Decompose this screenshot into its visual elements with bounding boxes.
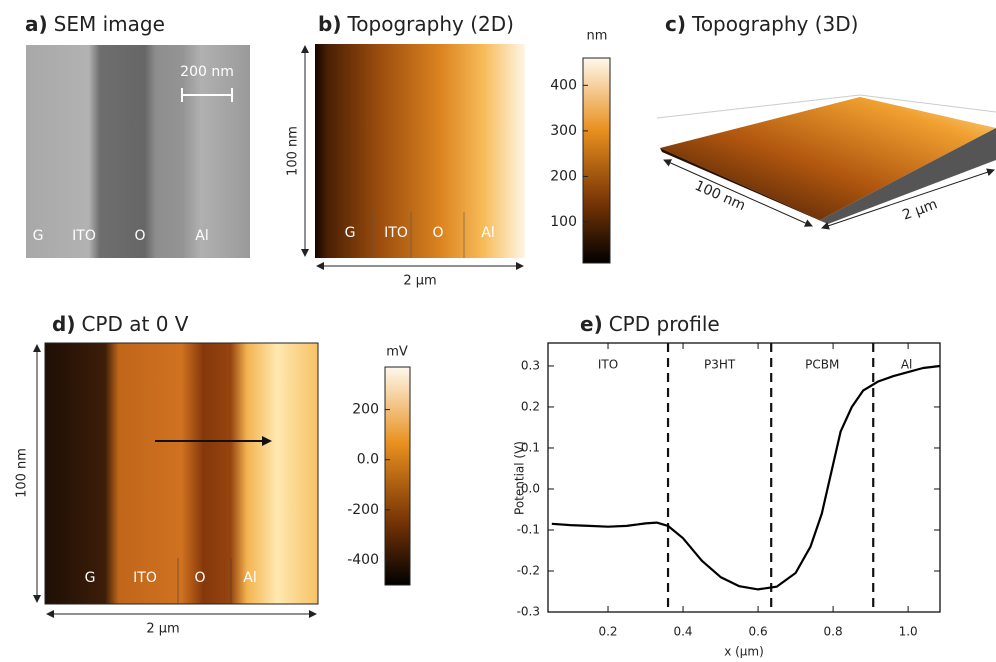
surface-3d bbox=[660, 97, 996, 220]
depth-arrow bbox=[663, 159, 813, 227]
panel-title: e) CPD profile bbox=[580, 312, 720, 336]
y-tick-label: 0.2 bbox=[521, 399, 540, 413]
topography-image bbox=[315, 44, 525, 258]
region-label: O bbox=[194, 570, 205, 586]
height-label: 100 nm bbox=[286, 126, 301, 176]
panel-letter: e) bbox=[580, 312, 603, 336]
colorbar-tick-label: -400 bbox=[347, 552, 379, 568]
region-label: G bbox=[33, 228, 44, 244]
colorbar-tick-label: 300 bbox=[550, 123, 577, 139]
sem-image bbox=[26, 45, 250, 258]
colorbar-tick-label: 200 bbox=[352, 402, 379, 418]
colorbar-tick-label: 0.0 bbox=[357, 452, 379, 468]
y-axis-label: Potential (V) bbox=[513, 441, 527, 515]
y-tick-label: -0.2 bbox=[517, 563, 540, 577]
profile-line bbox=[551, 364, 941, 591]
x-tick-label: 0.4 bbox=[673, 625, 692, 639]
y-tick-label: 0.0 bbox=[521, 481, 540, 495]
panel-title: a) SEM image bbox=[25, 12, 165, 36]
region-label: ITO bbox=[72, 228, 96, 244]
panel-title-text: Topography (3D) bbox=[691, 12, 858, 36]
width-label: 2 µm bbox=[900, 196, 939, 223]
colorbar bbox=[582, 57, 611, 264]
region-label: G bbox=[345, 225, 356, 241]
region-label: Al bbox=[901, 358, 913, 372]
y-tick-label: 0.3 bbox=[521, 358, 540, 372]
region-label: ITO bbox=[133, 570, 157, 586]
y-tick-label: -0.3 bbox=[517, 605, 540, 619]
width-label: 2 µm bbox=[146, 622, 179, 637]
colorbar-tick-label: -200 bbox=[347, 502, 379, 518]
colorbar-tick-label: 100 bbox=[550, 214, 577, 230]
y-tick-label: 0.1 bbox=[521, 440, 540, 454]
width-arrow bbox=[821, 168, 995, 230]
panel-letter: b) bbox=[318, 12, 341, 36]
region-label: ITO bbox=[598, 358, 618, 372]
colorbar-tick-label: 200 bbox=[550, 168, 577, 184]
x-tick-label: 0.8 bbox=[824, 625, 843, 639]
region-label: O bbox=[134, 228, 145, 244]
panel-title: d) CPD at 0 V bbox=[52, 312, 189, 336]
panel-title-text: SEM image bbox=[54, 12, 165, 36]
x-axis-label: x (μm) bbox=[724, 645, 764, 659]
plot-frame bbox=[547, 342, 941, 613]
region-label: G bbox=[85, 570, 96, 586]
colorbar-unit: mV bbox=[386, 345, 408, 360]
panel-title-text: Topography (2D) bbox=[346, 12, 513, 36]
colorbar-tick-label: 400 bbox=[550, 77, 577, 93]
scale-bar-label: 200 nm bbox=[180, 64, 234, 80]
panel-letter: d) bbox=[52, 312, 75, 336]
panel-title: b) Topography (2D) bbox=[318, 12, 514, 36]
cpd-image bbox=[44, 342, 319, 605]
x-tick-label: 0.6 bbox=[749, 625, 768, 639]
region-label: Al bbox=[481, 225, 494, 241]
panel-title: c) Topography (3D) bbox=[665, 12, 858, 36]
region-label: ITO bbox=[384, 225, 408, 241]
region-label: P3HT bbox=[704, 358, 736, 372]
x-tick-label: 0.2 bbox=[598, 625, 617, 639]
panel-letter: a) bbox=[25, 12, 48, 36]
panel-title-text: CPD at 0 V bbox=[81, 312, 188, 336]
region-label: O bbox=[432, 225, 443, 241]
x-tick-label: 1.0 bbox=[899, 625, 918, 639]
panel-title-text: CPD profile bbox=[609, 312, 720, 336]
region-label: PCBM bbox=[805, 358, 839, 372]
panel-letter: c) bbox=[665, 12, 686, 36]
bounding-box bbox=[656, 94, 996, 119]
colorbar-unit: nm bbox=[587, 29, 608, 44]
y-tick-label: -0.1 bbox=[517, 522, 540, 536]
colorbar bbox=[384, 366, 411, 586]
region-label: Al bbox=[195, 228, 208, 244]
height-label: 100 nm bbox=[15, 448, 30, 498]
region-label: Al bbox=[243, 570, 256, 586]
width-label: 2 µm bbox=[403, 274, 436, 289]
